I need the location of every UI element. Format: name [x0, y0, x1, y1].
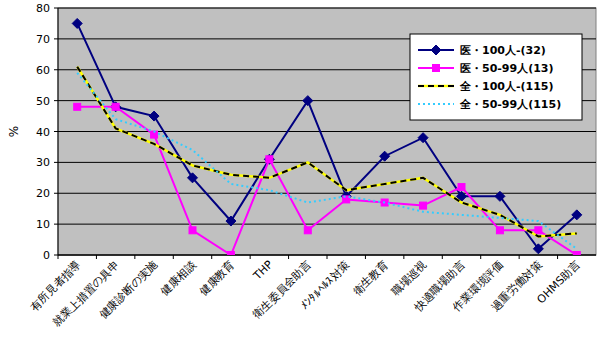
tick-label: 10	[36, 218, 50, 231]
tick-label: 80	[36, 2, 50, 15]
series-line	[77, 67, 577, 237]
chart: 01020304050607080%有所見者指導就業上措置の具申健康診断の実施健…	[0, 0, 600, 357]
marker	[303, 96, 313, 106]
marker	[418, 133, 428, 143]
marker	[533, 244, 543, 254]
tick	[54, 100, 58, 101]
marker	[572, 210, 582, 220]
tick	[54, 193, 58, 194]
tick	[54, 131, 58, 132]
tick-label: 健康診断の実施	[97, 258, 161, 322]
tick-label: 健康相談	[158, 258, 198, 298]
tick-label: 0	[43, 249, 50, 262]
marker	[72, 18, 82, 28]
legend-label: 全・50-99人(115)	[459, 98, 561, 111]
tick	[134, 255, 135, 259]
tick-label: 就業上措置の具申	[50, 258, 121, 329]
tick-label: THP	[250, 258, 275, 283]
grid-line	[58, 131, 596, 132]
axis	[58, 8, 59, 255]
tick-label: 20	[36, 187, 50, 200]
marker	[188, 173, 198, 183]
legend-marker	[431, 45, 441, 55]
tick	[365, 255, 366, 259]
line-underlay	[77, 67, 577, 237]
tick-label: 過重労働対策	[489, 258, 545, 314]
marker	[535, 227, 542, 234]
tick	[54, 162, 58, 163]
legend-underlay	[418, 85, 454, 88]
marker	[74, 103, 81, 110]
legend-swatch	[418, 103, 454, 105]
grid-line	[58, 193, 596, 194]
tick	[173, 255, 174, 259]
tick	[442, 255, 443, 259]
tick	[54, 8, 58, 9]
tick-label: OHMS助言	[535, 258, 583, 306]
legend-label: 医・50-99人(13)	[460, 62, 554, 75]
marker	[112, 103, 119, 110]
tick	[54, 69, 58, 70]
legend-label: 全・100人-(115)	[459, 80, 554, 93]
tick	[54, 255, 58, 256]
tick	[211, 255, 212, 259]
tick	[519, 255, 520, 259]
plot-area	[58, 8, 596, 255]
series-line	[77, 73, 577, 249]
tick-label: 衛生教育	[350, 258, 390, 298]
tick-label: 40	[36, 126, 50, 139]
tick	[58, 255, 59, 259]
marker	[227, 252, 234, 256]
tick	[54, 224, 58, 225]
legend-box	[410, 34, 582, 120]
legend-marker	[433, 65, 440, 72]
axis-label: %	[7, 126, 21, 137]
legend: 医・100人-(32) 医・50-99人(13) 全・100人-(115) 全・50-…	[410, 34, 582, 120]
marker	[496, 227, 503, 234]
tick-label: ﾒﾝﾀﾙﾍﾙｽ対策	[298, 258, 352, 312]
tick	[480, 255, 481, 259]
tick-label: 30	[36, 156, 50, 169]
marker	[266, 156, 273, 163]
marker	[495, 191, 505, 201]
tick-label: 50	[36, 95, 50, 108]
marker	[304, 227, 311, 234]
marker	[380, 151, 390, 161]
tick	[96, 255, 97, 259]
marker	[226, 216, 236, 226]
series-line	[77, 107, 577, 255]
marker	[111, 102, 121, 112]
tick-label: 60	[36, 64, 50, 77]
tick-label: 健康教育	[197, 258, 237, 298]
marker	[189, 227, 196, 234]
tick	[54, 38, 58, 39]
grid-line	[58, 162, 596, 163]
marker	[573, 252, 580, 256]
grid-line	[58, 8, 596, 9]
marker	[264, 154, 274, 164]
marker	[458, 184, 465, 191]
tick-label: 衛生委員会助言	[250, 258, 314, 322]
tick	[250, 255, 251, 259]
tick	[327, 255, 328, 259]
marker	[420, 202, 427, 209]
legend-label: 医・100人-(32)	[460, 44, 546, 57]
plot	[72, 18, 582, 255]
tick-label: 70	[36, 33, 50, 46]
tick	[288, 255, 289, 259]
legend-swatch	[418, 85, 454, 87]
tick	[557, 255, 558, 259]
tick	[403, 255, 404, 259]
marker	[149, 111, 159, 121]
